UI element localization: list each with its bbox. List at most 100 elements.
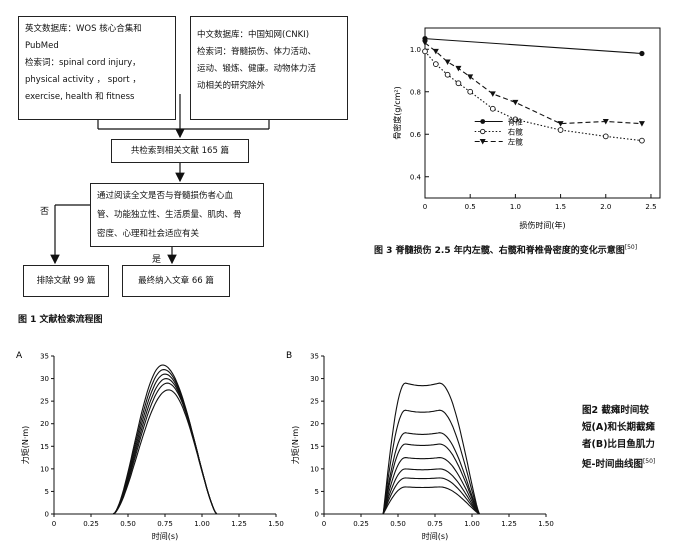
data-point	[557, 127, 564, 133]
flow-box-excluded: 排除文献 99 篇	[23, 265, 109, 297]
y-tick-label: 35	[310, 353, 319, 361]
data-point	[489, 91, 496, 97]
y-axis-label: 力矩(N·m)	[20, 426, 30, 465]
data-point	[455, 65, 462, 72]
data-point	[467, 88, 474, 95]
x-tick-label: 1.25	[231, 520, 247, 528]
x-tick-label: 0.25	[83, 520, 99, 528]
figure2-caption-line: 图2 截瘫时间较	[582, 405, 649, 416]
figure2-caption-line: 矩-时间曲线图[50]	[582, 453, 682, 473]
y-axis-label: 骨密度(g/cm²)	[392, 86, 402, 139]
flow-box-line: exercise, health 和 fitness	[25, 92, 135, 102]
torque-curve	[112, 364, 232, 515]
legend-marker	[479, 139, 486, 145]
flow-box-total: 共检索到相关文献 165 篇	[111, 139, 249, 163]
flow-box-included-text: 最终纳入文章 66 篇	[138, 276, 214, 286]
panel-label: A	[16, 351, 23, 361]
y-tick-label: 30	[40, 375, 49, 383]
y-tick-label: 0	[45, 511, 49, 519]
y-tick-label: 20	[310, 420, 319, 428]
y-tick-label: 25	[40, 398, 49, 406]
x-tick-label: 1.50	[268, 520, 284, 528]
x-tick-label: 0.50	[120, 520, 136, 528]
y-tick-label: 0.8	[410, 88, 421, 96]
x-axis-label: 损伤时间(年)	[519, 220, 565, 230]
legend-label: 左髋	[508, 137, 523, 147]
flow-box-line: 密度、心理和社会适应有关	[97, 229, 200, 239]
y-tick-label: 15	[310, 443, 319, 451]
y-tick-label: 5	[45, 488, 49, 496]
figure1-caption: 图 1 文献检索流程图	[18, 315, 103, 325]
flow-box-line: 通过阅读全文是否与脊髓损伤者心血	[97, 191, 234, 201]
y-tick-label: 0.4	[410, 173, 422, 181]
data-point	[432, 48, 439, 55]
x-tick-label: 1.0	[510, 203, 521, 211]
data-point	[444, 71, 451, 78]
data-point	[432, 61, 439, 67]
figure3-caption-text: 图 3 脊髓损伤 2.5 年内左髋、右髋和脊椎骨密度的变化示意图	[374, 246, 625, 256]
data-point	[455, 80, 462, 87]
y-tick-label: 0	[315, 511, 319, 519]
x-tick-label: 0	[322, 520, 326, 528]
legend-marker	[480, 119, 486, 124]
x-tick-label: 2.5	[645, 203, 656, 211]
y-tick-label: 5	[315, 488, 319, 496]
flow-box-line: physical activity ， sport ，	[25, 75, 141, 85]
flow-box-line: 运动、锻炼、健康。动物体力活	[197, 64, 317, 74]
x-tick-label: 0.75	[157, 520, 173, 528]
label-no: 否	[40, 207, 50, 217]
series-line-右髋	[424, 51, 642, 142]
y-tick-label: 30	[310, 375, 319, 383]
flow-box-total-text: 共检索到相关文献 165 篇	[130, 146, 230, 156]
torque-curve	[382, 443, 502, 515]
figure2-caption-line: 短(A)和长期截瘫	[582, 422, 656, 433]
torque-curve	[382, 457, 502, 515]
data-point	[422, 40, 428, 46]
data-point	[638, 121, 645, 127]
x-tick-label: 0.75	[427, 520, 443, 528]
flow-box-line: 动相关的研究除外	[197, 81, 266, 91]
torque-curve	[382, 468, 502, 515]
x-tick-label: 0	[52, 520, 56, 528]
figure3-caption-ref: [50]	[624, 244, 638, 251]
data-point	[557, 121, 564, 127]
torque-curve	[112, 373, 232, 515]
x-tick-label: 1.00	[464, 520, 480, 528]
data-point	[602, 119, 609, 125]
figure2-caption-line: 者(B)比目鱼肌力	[582, 439, 655, 450]
torque-curve	[382, 477, 502, 515]
torque-curve	[382, 486, 502, 515]
x-tick-label: 1.50	[538, 520, 554, 528]
flow-box-line: 管、功能独立性、生活质量、肌肉、骨	[97, 210, 242, 220]
data-point	[444, 59, 451, 65]
legend-marker	[480, 128, 486, 135]
x-tick-label: 2.0	[600, 203, 611, 211]
legend-label: 右髋	[508, 127, 523, 137]
x-tick-label: 0.50	[390, 520, 406, 528]
data-point	[467, 74, 474, 80]
legend-label: 脊椎	[508, 117, 523, 127]
flow-box-excluded-text: 排除文献 99 篇	[36, 276, 96, 286]
flow-box-english-db: 英文数据库：WOS 核心合集和 PubMed 检索词：spinal cord i…	[18, 16, 176, 120]
x-tick-label: 0	[423, 203, 427, 211]
y-axis-label: 力矩(N·m)	[290, 426, 300, 465]
x-tick-label: 0.25	[353, 520, 369, 528]
y-tick-label: 20	[40, 420, 49, 428]
data-point	[602, 133, 609, 140]
data-point	[422, 36, 428, 42]
torque-curve	[112, 389, 232, 515]
x-axis-label: 时间(s)	[422, 531, 448, 541]
flow-box-chinese-db: 中文数据库：中国知网(CNKI) 检索词：脊髓损伤、体力活动、 运动、锻炼、健康…	[190, 16, 348, 120]
x-axis-label: 时间(s)	[152, 531, 178, 541]
y-tick-label: 10	[310, 465, 319, 473]
plot-frame	[424, 27, 661, 199]
label-yes: 是	[152, 255, 162, 265]
flow-box-included: 最终纳入文章 66 篇	[122, 265, 230, 297]
x-tick-label: 1.00	[194, 520, 210, 528]
data-point	[422, 48, 428, 55]
x-tick-label: 0.5	[465, 203, 476, 211]
y-tick-label: 15	[40, 443, 49, 451]
y-tick-label: 25	[310, 398, 319, 406]
bone-density-chart: 0 0.5 1.0 1.5 2.0 2.5 0.4 0.6 0.8 1.0 损伤时间(年) 骨密度(g…	[392, 27, 661, 230]
data-point	[512, 99, 519, 106]
